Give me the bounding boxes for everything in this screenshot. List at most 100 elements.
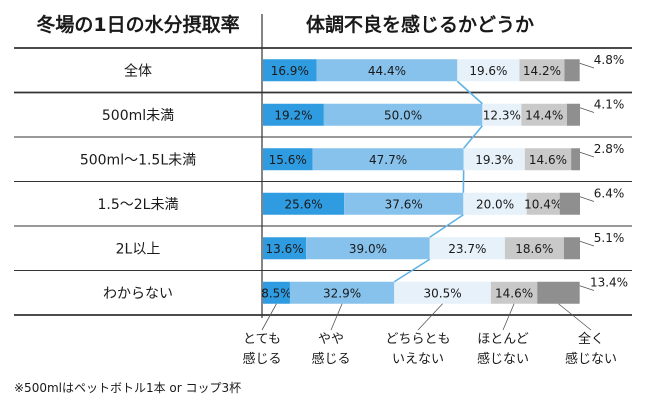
legend-leader xyxy=(502,303,515,331)
data-label: 10.4% xyxy=(524,197,562,211)
bar-segment xyxy=(490,281,538,304)
data-label: 23.7% xyxy=(448,242,486,256)
data-label-leader xyxy=(579,285,595,291)
data-label-leader xyxy=(579,151,595,158)
data-label: 15.6% xyxy=(269,153,307,167)
legend-leader xyxy=(417,303,443,331)
bar-segment xyxy=(263,59,317,82)
data-label: 12.3% xyxy=(483,108,521,122)
bar-segment xyxy=(504,237,564,260)
data-label: 18.6% xyxy=(515,242,553,256)
bar-segment xyxy=(521,103,568,126)
bar-segment xyxy=(263,281,290,304)
legend-label: 感じる xyxy=(311,351,350,367)
bar-segment xyxy=(394,281,491,304)
data-label: 19.3% xyxy=(475,153,513,167)
data-label: 32.9% xyxy=(323,286,361,300)
bar-segment xyxy=(463,148,525,171)
chart-row: 500ml〜1.5L未満 15.6% 47.7% 19.3% 14.6% 2.8% xyxy=(80,142,625,171)
bar-segment xyxy=(306,237,430,260)
bar-segment xyxy=(323,103,483,126)
bar-segment xyxy=(519,59,565,82)
connector-line xyxy=(456,80,483,105)
data-label: 4.1% xyxy=(594,98,625,112)
data-label: 47.7% xyxy=(369,153,407,167)
data-label: 14.6% xyxy=(529,153,567,167)
bar-segment xyxy=(564,59,580,82)
chart-row: 500ml未満 19.2% 50.0% 12.3% 14.4% 4.1% xyxy=(102,98,624,126)
legend-label: とても xyxy=(243,332,281,347)
legend-leader xyxy=(261,303,277,331)
data-label-leader xyxy=(579,196,595,202)
data-label: 16.9% xyxy=(271,64,309,78)
legend-label: いえない xyxy=(392,352,444,367)
legend-label: やや xyxy=(318,332,344,347)
bar-segment xyxy=(537,281,580,304)
bar-segment xyxy=(559,192,580,215)
bar-segment xyxy=(429,237,505,260)
left-header: 冬場の1日の水分摂取率 xyxy=(36,13,239,36)
bar-segment xyxy=(457,59,520,82)
legend-leader xyxy=(330,303,343,331)
data-label: 14.6% xyxy=(495,286,533,300)
data-label: 2.8% xyxy=(594,142,625,156)
bar-segment xyxy=(263,237,307,260)
bar-segment xyxy=(563,237,580,260)
bar-segment xyxy=(312,148,464,171)
category-label: 1.5〜2L未満 xyxy=(98,197,179,213)
table-grid xyxy=(14,14,632,318)
data-label: 19.2% xyxy=(274,108,312,122)
data-label: 39.0% xyxy=(349,242,387,256)
legend-label: どちらとも xyxy=(385,332,450,347)
chart-row: 全体 16.9% 44.4% 19.6% 14.2% 4.8% xyxy=(124,53,625,82)
data-label-leader xyxy=(579,62,595,69)
data-label: 50.0% xyxy=(384,108,422,122)
bar-segment xyxy=(263,148,313,171)
category-label: 500ml未満 xyxy=(102,108,174,124)
data-label: 13.4% xyxy=(590,276,628,290)
connector-line xyxy=(463,125,483,149)
bar-segment xyxy=(289,281,395,304)
connector-line xyxy=(429,214,464,238)
data-label: 14.2% xyxy=(523,64,561,78)
bar-segment xyxy=(526,192,560,215)
data-label: 6.4% xyxy=(594,187,625,201)
data-rows: 全体 16.9% 44.4% 19.6% 14.2%4.8%500ml未満 19.2% 50… xyxy=(80,53,628,304)
legend-label: 感じない xyxy=(477,351,529,367)
bar-segment xyxy=(567,103,580,126)
data-label: 19.6% xyxy=(469,64,507,78)
data-label: 44.4% xyxy=(368,64,406,78)
bar-segment xyxy=(524,148,572,171)
highlight-connector xyxy=(393,80,483,283)
chart-title: 体調不良を感じるかどうか xyxy=(306,13,534,36)
category-label: 2L以上 xyxy=(116,241,161,257)
data-label: 20.0% xyxy=(476,197,514,211)
connector-line xyxy=(393,258,431,283)
data-label: 8.5% xyxy=(261,286,292,300)
legend-label: 全く xyxy=(578,331,604,347)
data-label: 4.8% xyxy=(594,53,625,67)
legend-label: ほとんど xyxy=(477,332,529,347)
category-label: 全体 xyxy=(124,62,152,79)
data-label: 14.4% xyxy=(525,108,563,122)
legend-leader xyxy=(558,303,592,331)
bar-segment xyxy=(263,103,324,126)
data-label-leader xyxy=(579,107,595,113)
bar-segment xyxy=(482,103,522,126)
chart-row: 2L以上 13.6% 39.0% 23.7% 18.6% 5.1% xyxy=(116,231,625,260)
category-label: わからない xyxy=(103,286,173,302)
data-label: 13.6% xyxy=(265,242,303,256)
chart-row: わからない 8.5% 32.9% 30.5% 14.6% 13.4% xyxy=(103,276,628,304)
bar-segment xyxy=(571,148,580,171)
chart-row: 1.5〜2L未満 25.6% 37.6% 20.0% 10.4% 6.4% xyxy=(98,187,625,215)
bar-segment xyxy=(344,192,464,215)
footnote: ※500mlはペットボトル1本 or コップ3杯 xyxy=(14,381,241,395)
data-label: 5.1% xyxy=(594,231,625,245)
data-label-leader xyxy=(579,240,595,247)
legend-label: 感じない xyxy=(565,351,617,367)
data-label: 37.6% xyxy=(385,197,423,211)
bar-segment xyxy=(263,192,345,215)
bar-segment xyxy=(463,192,527,215)
